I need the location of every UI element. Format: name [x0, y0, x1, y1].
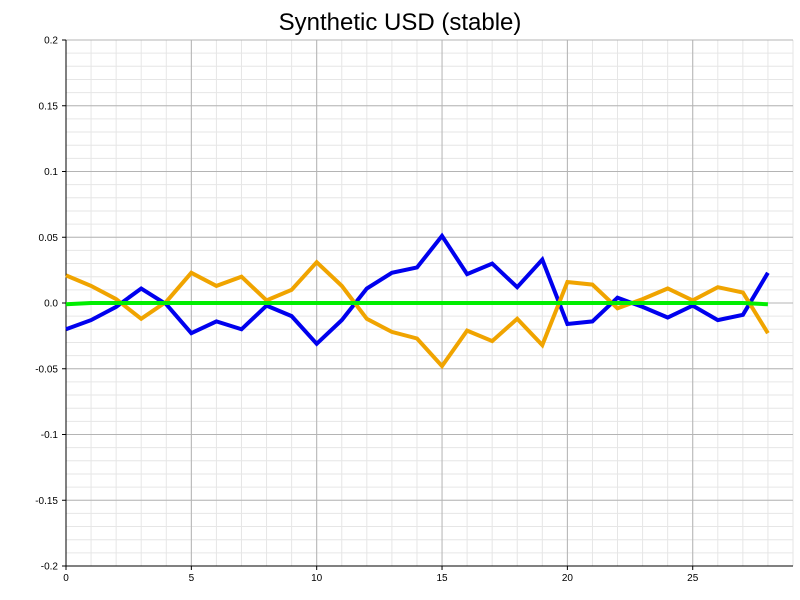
y-tick-label: -0.1 — [41, 430, 59, 441]
series-line-2 — [65, 259, 770, 370]
y-tick-label: -0.15 — [35, 496, 58, 507]
y-tick-label: 0.1 — [44, 167, 58, 178]
x-tick-labels: 0 5 10 15 20 25 — [63, 573, 699, 584]
y-tick-label: 0.15 — [39, 101, 59, 112]
y-tick-labels: 0.2 0.15 0.1 0.05 0.0 -0.05 -0.1 -0.15 -0.2 — [35, 36, 58, 573]
series-lines — [65, 232, 770, 370]
y-tick-label: -0.05 — [35, 364, 58, 375]
y-tick-label: -0.2 — [41, 562, 59, 573]
x-tick-label: 25 — [687, 573, 699, 584]
series-line-3 — [65, 301, 769, 307]
y-tick-label: 0.2 — [44, 36, 58, 47]
y-tick-label: 0.05 — [39, 233, 59, 244]
chart-title: Synthetic USD (stable) — [279, 9, 522, 36]
x-tick-label: 20 — [562, 573, 574, 584]
x-tick-label: 15 — [436, 573, 448, 584]
y-tick-label: 0.0 — [44, 299, 58, 310]
x-tick-label: 0 — [63, 573, 69, 584]
series-line-1 — [65, 232, 770, 347]
x-tick-label: 10 — [311, 573, 323, 584]
x-tick-label: 5 — [189, 573, 195, 584]
